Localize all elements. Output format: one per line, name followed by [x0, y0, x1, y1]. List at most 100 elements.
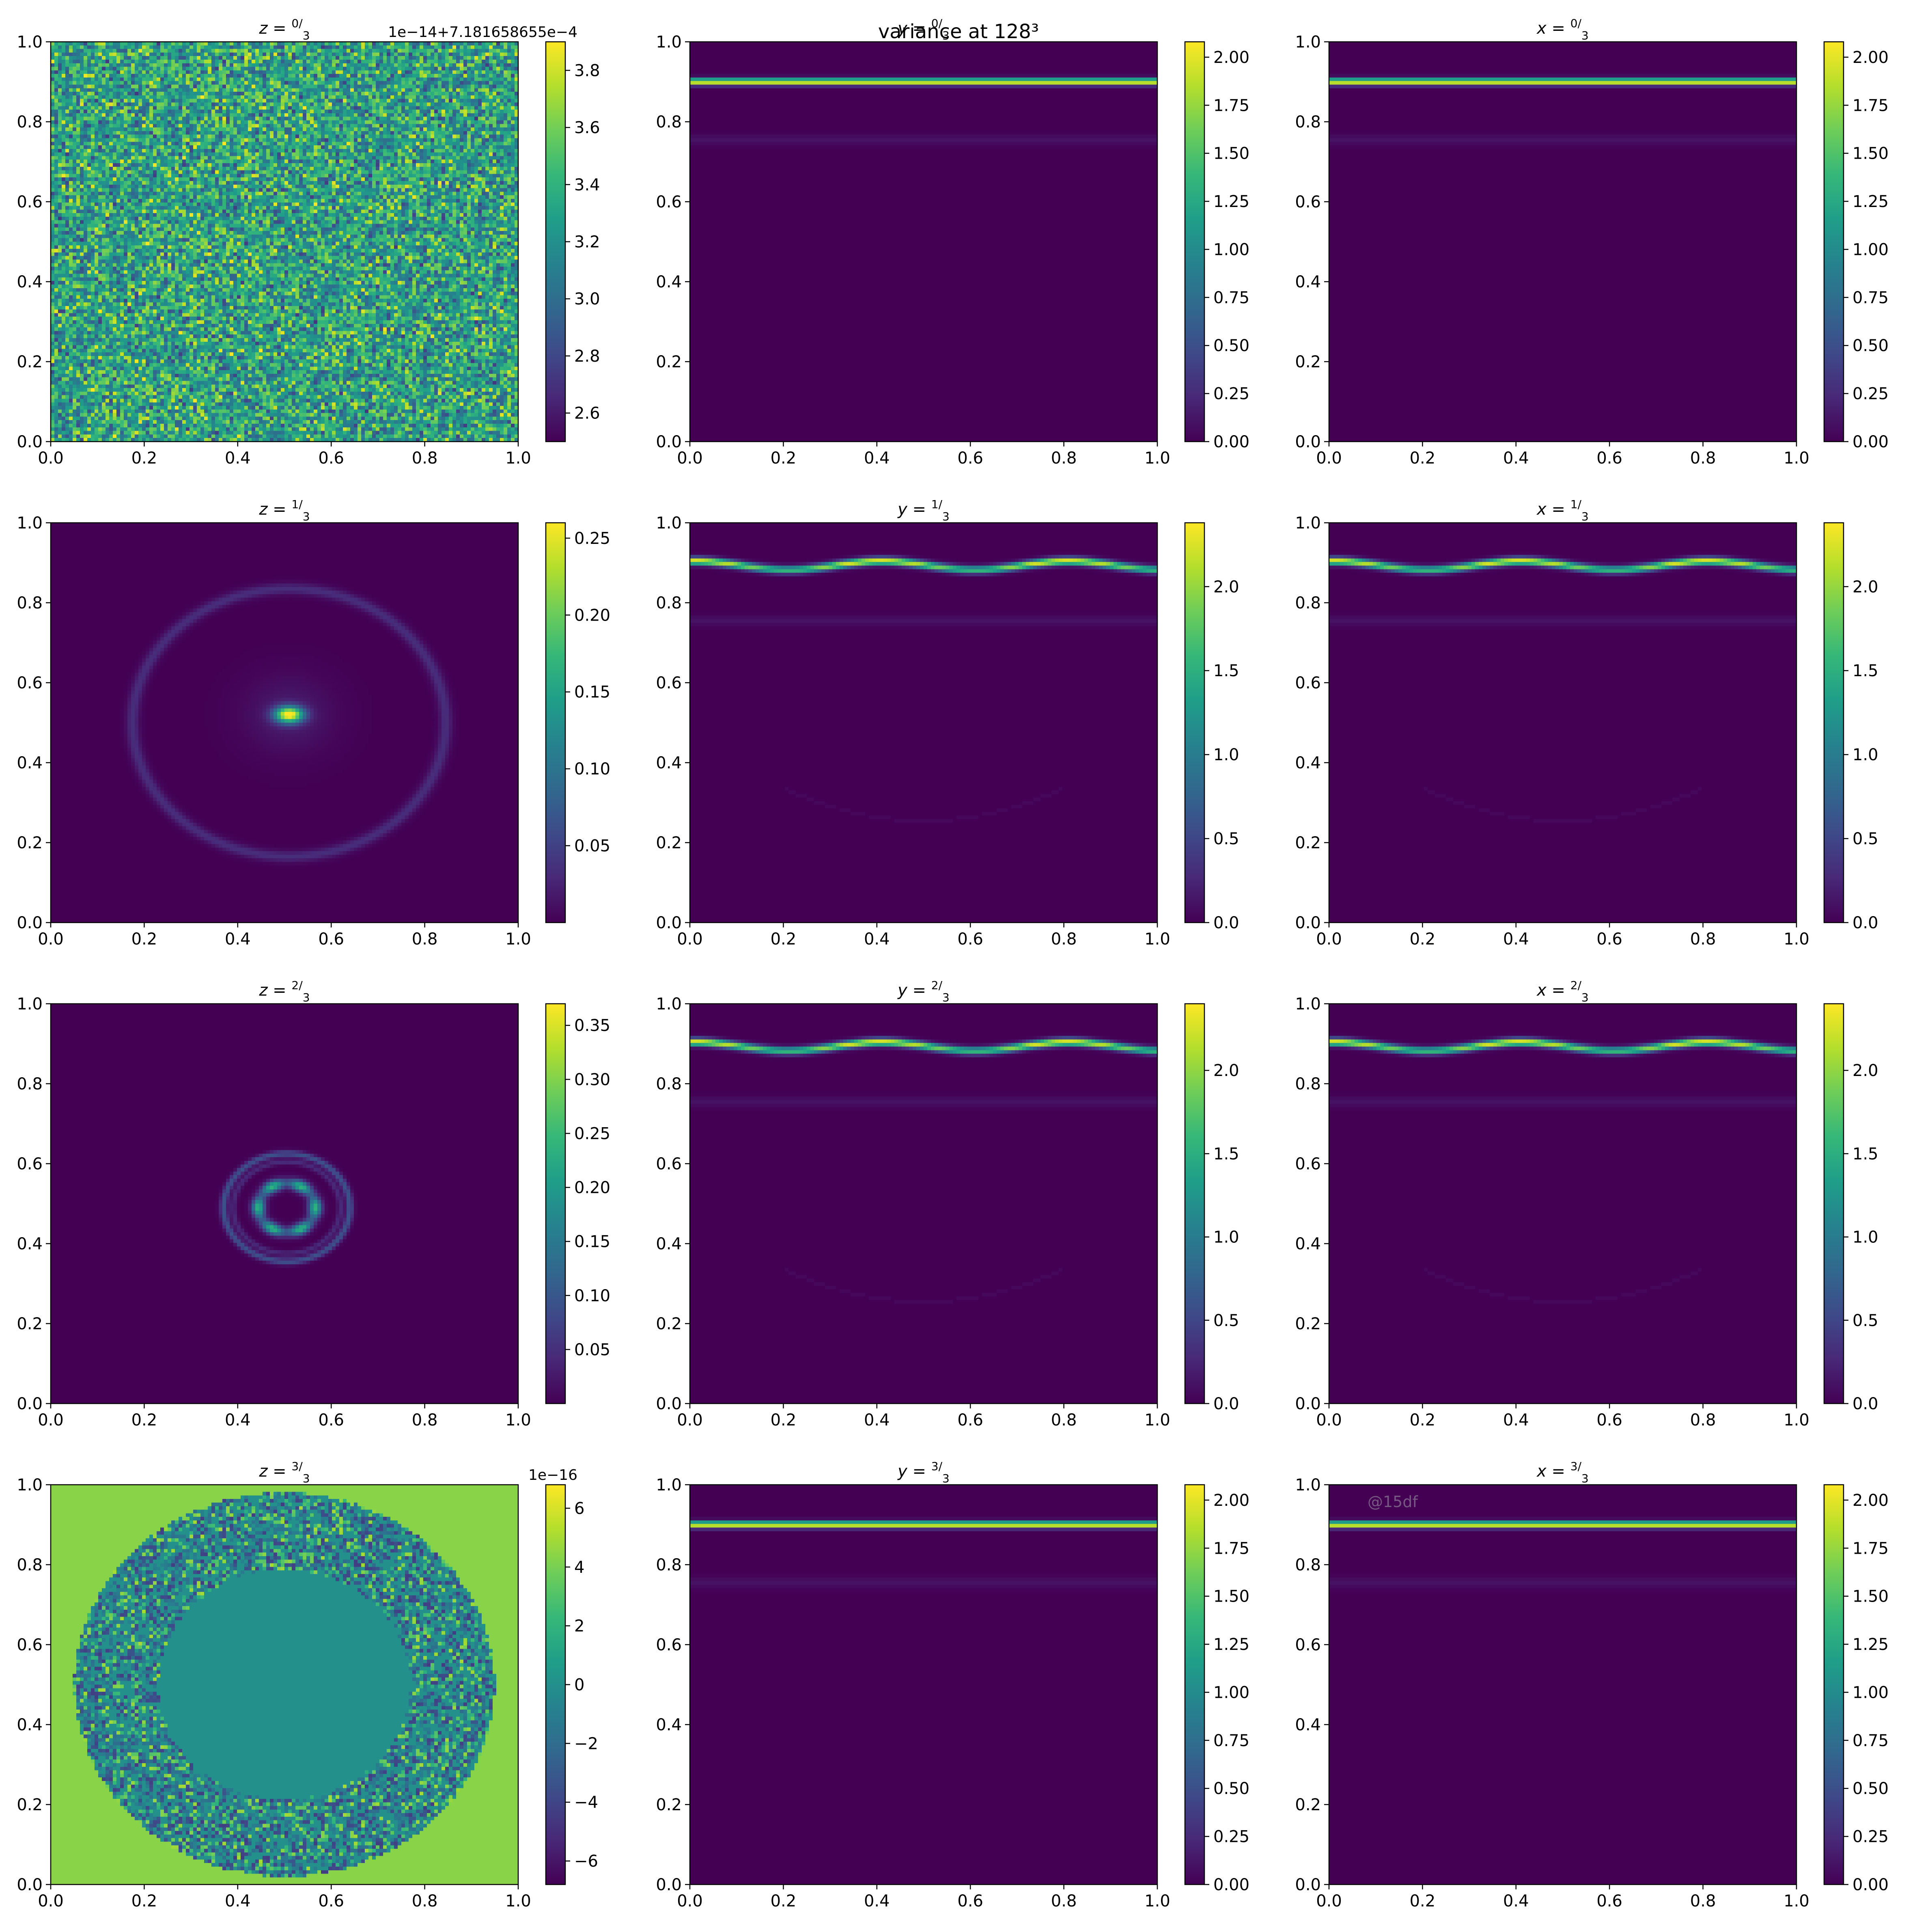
x-tick-label: 0.8: [1051, 449, 1077, 468]
x-tick-label: 0.4: [1503, 930, 1529, 949]
y-tick-label: 0.4: [17, 273, 43, 291]
panel-title: y = 1/3: [897, 498, 950, 523]
title-numerator: 2: [291, 979, 299, 992]
axes-frame: [1328, 522, 1797, 923]
title-numerator: 0: [291, 17, 299, 30]
title-variable: z: [258, 500, 268, 519]
colorbar: [545, 1484, 566, 1885]
panel-title: z = 1/3: [258, 498, 310, 523]
watermark-text: @15df: [1368, 1493, 1418, 1511]
y-tick-label: 0.8: [656, 594, 682, 612]
y-tick-label: 0.2: [17, 1315, 43, 1333]
colorbar-tick-label: 0.75: [1213, 1731, 1249, 1750]
y-tick-label: 0.8: [656, 1556, 682, 1574]
title-fraction-bar: /: [1578, 979, 1582, 992]
axes-frame: [1328, 41, 1797, 442]
colorbar-tick-label: 1.00: [1213, 240, 1249, 259]
y-tick-label: 0.6: [656, 193, 682, 211]
title-variable: x: [1536, 981, 1547, 1000]
x-tick-label: 1.0: [505, 1411, 531, 1430]
x-tick-label: 1.0: [1144, 449, 1170, 468]
colorbar-tick-label: 0.05: [574, 837, 610, 856]
colorbar-tick-label: 2.0: [1213, 1061, 1239, 1080]
colorbar-tick-label: 0.50: [1852, 1779, 1889, 1798]
x-tick-label: 0.6: [957, 449, 983, 468]
y-tick-label: 1.0: [1295, 995, 1321, 1013]
x-tick-label: 0.6: [957, 1892, 983, 1910]
colorbar-tick-label: −4: [574, 1793, 598, 1812]
colorbar-tick-label: 0.20: [574, 1179, 610, 1197]
y-tick-label: 0.0: [17, 1395, 43, 1413]
x-tick-label: 1.0: [1783, 930, 1809, 949]
title-fraction-bar: /: [939, 1460, 943, 1473]
colorbar-tick-label: 2.00: [1213, 1491, 1249, 1510]
x-tick-label: 0.2: [1410, 930, 1436, 949]
colorbar-tick-label: 0.10: [574, 1287, 610, 1305]
colorbar-tick-label: 2.6: [574, 404, 600, 423]
panel-x-1: x = 1/3 0.0 0.2 0.4 0.6 0.8 1.0 0.0 0.2 0.4 0.6 0.8…: [1295, 498, 1878, 949]
x-tick-label: 0.4: [225, 1411, 251, 1430]
title-numerator: 3: [931, 1460, 939, 1473]
title-denominator: 3: [303, 29, 310, 42]
heatmap-x-3: [1329, 1485, 1796, 1885]
y-tick-label: 0.0: [1295, 433, 1321, 451]
colorbar: [1823, 1484, 1844, 1885]
colorbar-tick-label: 1.25: [1213, 1635, 1249, 1654]
x-tick-label: 0.0: [1316, 1892, 1342, 1910]
y-tick-label: 0.2: [1295, 353, 1321, 371]
colorbar-tick-label: 0.0: [1213, 1395, 1239, 1413]
panel-title: x = 1/3: [1536, 498, 1589, 523]
y-tick-label: 0.0: [17, 914, 43, 932]
colorbar-tick-label: 1.25: [1852, 1635, 1889, 1654]
x-tick-label: 0.6: [318, 930, 344, 949]
axes-frame: [50, 1484, 519, 1885]
y-tick-label: 0.8: [1295, 113, 1321, 132]
colorbar-tick-label: 0: [574, 1676, 584, 1695]
x-tick-label: 1.0: [1783, 1892, 1809, 1910]
x-tick-label: 0.4: [225, 449, 251, 468]
title-fraction-bar: /: [939, 17, 943, 30]
colorbar: [545, 41, 566, 442]
x-tick-label: 0.8: [1051, 930, 1077, 949]
y-tick-label: 0.2: [656, 353, 682, 371]
y-tick-label: 0.4: [17, 1716, 43, 1734]
title-variable: z: [258, 1462, 268, 1481]
colorbar-tick-label: 0.00: [1213, 433, 1249, 451]
x-tick-label: 0.4: [864, 930, 890, 949]
colorbar-tick-label: 2.00: [1852, 48, 1889, 67]
title-denominator: 3: [942, 1472, 950, 1485]
colorbar-tick-label: 0.10: [574, 760, 610, 778]
panel-title: x = 3/3: [1536, 1460, 1589, 1485]
heatmap-z-3: [51, 1485, 518, 1885]
y-tick-label: 0.0: [17, 433, 43, 451]
colorbar: [1823, 1003, 1844, 1404]
title-variable: z: [258, 19, 268, 38]
axes-frame: [1328, 1003, 1797, 1404]
colorbar-tick-label: 2.00: [1852, 1491, 1889, 1510]
colorbar-offset-text: 1e−14+7.181658655e−4: [388, 24, 577, 41]
x-tick-label: 0.6: [1596, 930, 1622, 949]
title-numerator: 0: [931, 17, 939, 30]
y-tick-label: 0.8: [17, 1075, 43, 1093]
panel-z-3: z = 3/3 0.0 0.2 0.4 0.6 0.8 1.0 0.0 0.2 0.4 0.6 0.8…: [17, 1460, 598, 1910]
colorbar-tick-label: 0.50: [1852, 336, 1889, 355]
title-denominator: 3: [1581, 510, 1589, 523]
panel-z-0: z = 0/3 0.0 0.2 0.4 0.6 0.8 1.0 0.0 0.2 0.4 0.6 0.8…: [17, 17, 600, 468]
panel-y-0: y = 0/3 0.0 0.2 0.4 0.6 0.8 1.0 0.0 0.2 0.4 0.6 0.8…: [656, 17, 1249, 468]
x-tick-label: 0.0: [38, 930, 64, 949]
colorbar-tick-label: 3.4: [574, 176, 600, 194]
y-tick-label: 0.6: [656, 674, 682, 692]
colorbar-tick-label: 0.50: [1213, 1779, 1249, 1798]
colorbar-tick-label: −2: [574, 1734, 598, 1753]
colorbar-tick-label: 0.0: [1213, 914, 1239, 932]
y-tick-label: 0.2: [17, 834, 43, 852]
colorbar-tick-label: 1.25: [1852, 192, 1889, 211]
panel-x-2: x = 2/3 0.0 0.2 0.4 0.6 0.8 1.0 0.0 0.2 0.4 0.6 0.8…: [1295, 979, 1878, 1430]
y-tick-label: 0.6: [1295, 1636, 1321, 1654]
heatmap-y-0: [690, 42, 1157, 442]
title-denominator: 3: [942, 510, 950, 523]
y-tick-label: 0.8: [17, 1556, 43, 1574]
heatmap-z-1: [51, 523, 518, 923]
colorbar-tick-label: 3.6: [574, 119, 600, 137]
x-tick-label: 0.4: [225, 1892, 251, 1910]
